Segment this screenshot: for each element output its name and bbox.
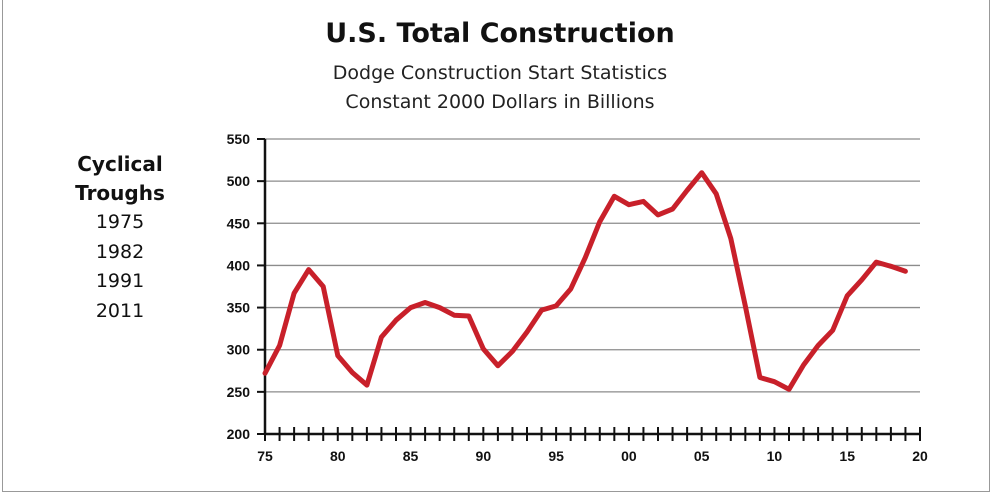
chart-subtitle-line-1: Dodge Construction Start Statistics xyxy=(332,62,668,84)
trough-year: 1975 xyxy=(95,211,145,233)
series-line-total-construction xyxy=(262,170,908,392)
x-tick-label: 85 xyxy=(403,448,419,464)
chart-title: U.S. Total Construction xyxy=(325,18,675,49)
x-tick-label: 15 xyxy=(839,448,855,464)
y-tick-label: 450 xyxy=(227,215,251,231)
trough-year: 1982 xyxy=(95,240,145,263)
y-tick-label: 300 xyxy=(227,342,251,358)
y-tick-label: 400 xyxy=(227,257,251,273)
y-tick-label: 200 xyxy=(227,426,251,442)
x-tick-label: 10 xyxy=(767,448,783,464)
chart-subtitle-line-2: Constant 2000 Dollars in Billions xyxy=(345,91,655,113)
troughs-heading-line-1: Cyclical xyxy=(77,152,163,176)
x-tick-label: 20 xyxy=(912,448,928,464)
y-tick-label: 350 xyxy=(227,300,251,316)
y-tick-label: 250 xyxy=(227,384,251,400)
trough-year: 2011 xyxy=(95,299,145,322)
x-tick-label: 80 xyxy=(330,448,346,464)
chart-frame xyxy=(2,0,990,492)
x-tick-label: 95 xyxy=(548,448,564,464)
x-tick-label: 05 xyxy=(694,448,710,464)
cyclical-troughs-panel: Cyclical Troughs 1975 1982 1991 2011 xyxy=(60,150,180,326)
x-tick-label: 90 xyxy=(476,448,492,464)
trough-year: 1991 xyxy=(95,270,145,292)
y-tick-label: 550 xyxy=(227,131,251,147)
troughs-heading-line-2: Troughs xyxy=(75,181,165,205)
x-tick-label: 00 xyxy=(621,448,637,464)
y-tick-label: 500 xyxy=(227,173,251,189)
x-tick-label: 75 xyxy=(257,448,273,464)
